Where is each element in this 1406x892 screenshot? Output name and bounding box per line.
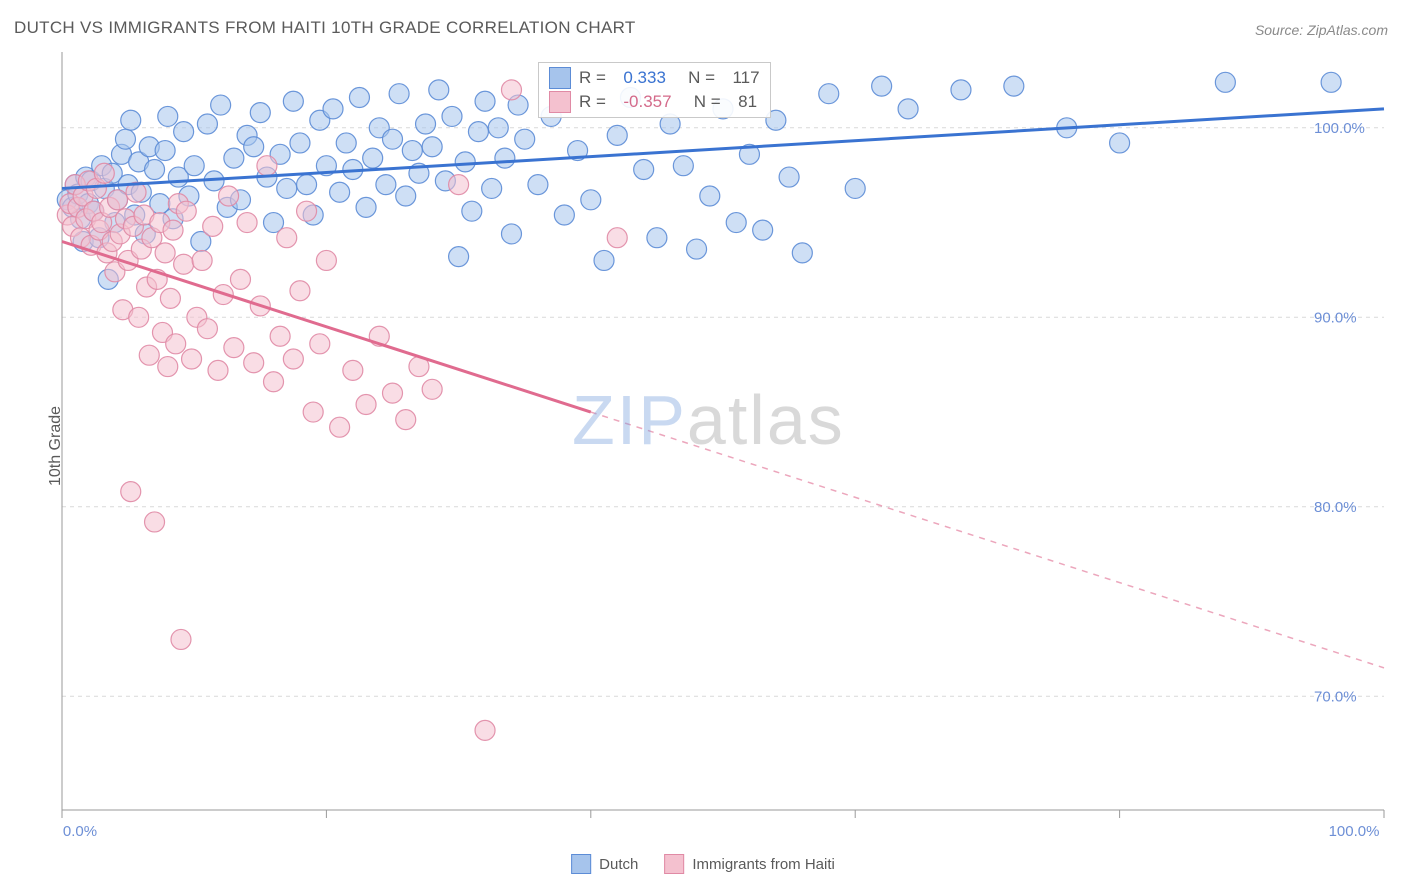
stats-legend-box: R = 0.333 N = 117R = -0.357 N = 81	[538, 62, 771, 118]
svg-text:80.0%: 80.0%	[1314, 499, 1357, 516]
stats-swatch-dutch	[549, 67, 571, 89]
stats-row-dutch: R = 0.333 N = 117	[549, 67, 760, 89]
legend-swatch-dutch	[571, 854, 591, 874]
stats-row-haiti: R = -0.357 N = 81	[549, 91, 760, 113]
legend-item-haiti: Immigrants from Haiti	[664, 854, 835, 874]
svg-text:100.0%: 100.0%	[1329, 823, 1380, 840]
legend-swatch-haiti	[664, 854, 684, 874]
svg-text:70.0%: 70.0%	[1314, 688, 1357, 705]
legend-label-dutch: Dutch	[599, 856, 638, 873]
correlation-chart: 70.0% 80.0% 90.0% 100.0% 0.0% 100.0%	[0, 0, 1406, 892]
stats-swatch-haiti	[549, 91, 571, 113]
legend-item-dutch: Dutch	[571, 854, 638, 874]
svg-text:90.0%: 90.0%	[1314, 309, 1357, 326]
legend-bottom: Dutch Immigrants from Haiti	[571, 854, 835, 874]
legend-label-haiti: Immigrants from Haiti	[692, 856, 835, 873]
svg-text:0.0%: 0.0%	[63, 823, 97, 840]
svg-text:100.0%: 100.0%	[1314, 120, 1365, 137]
